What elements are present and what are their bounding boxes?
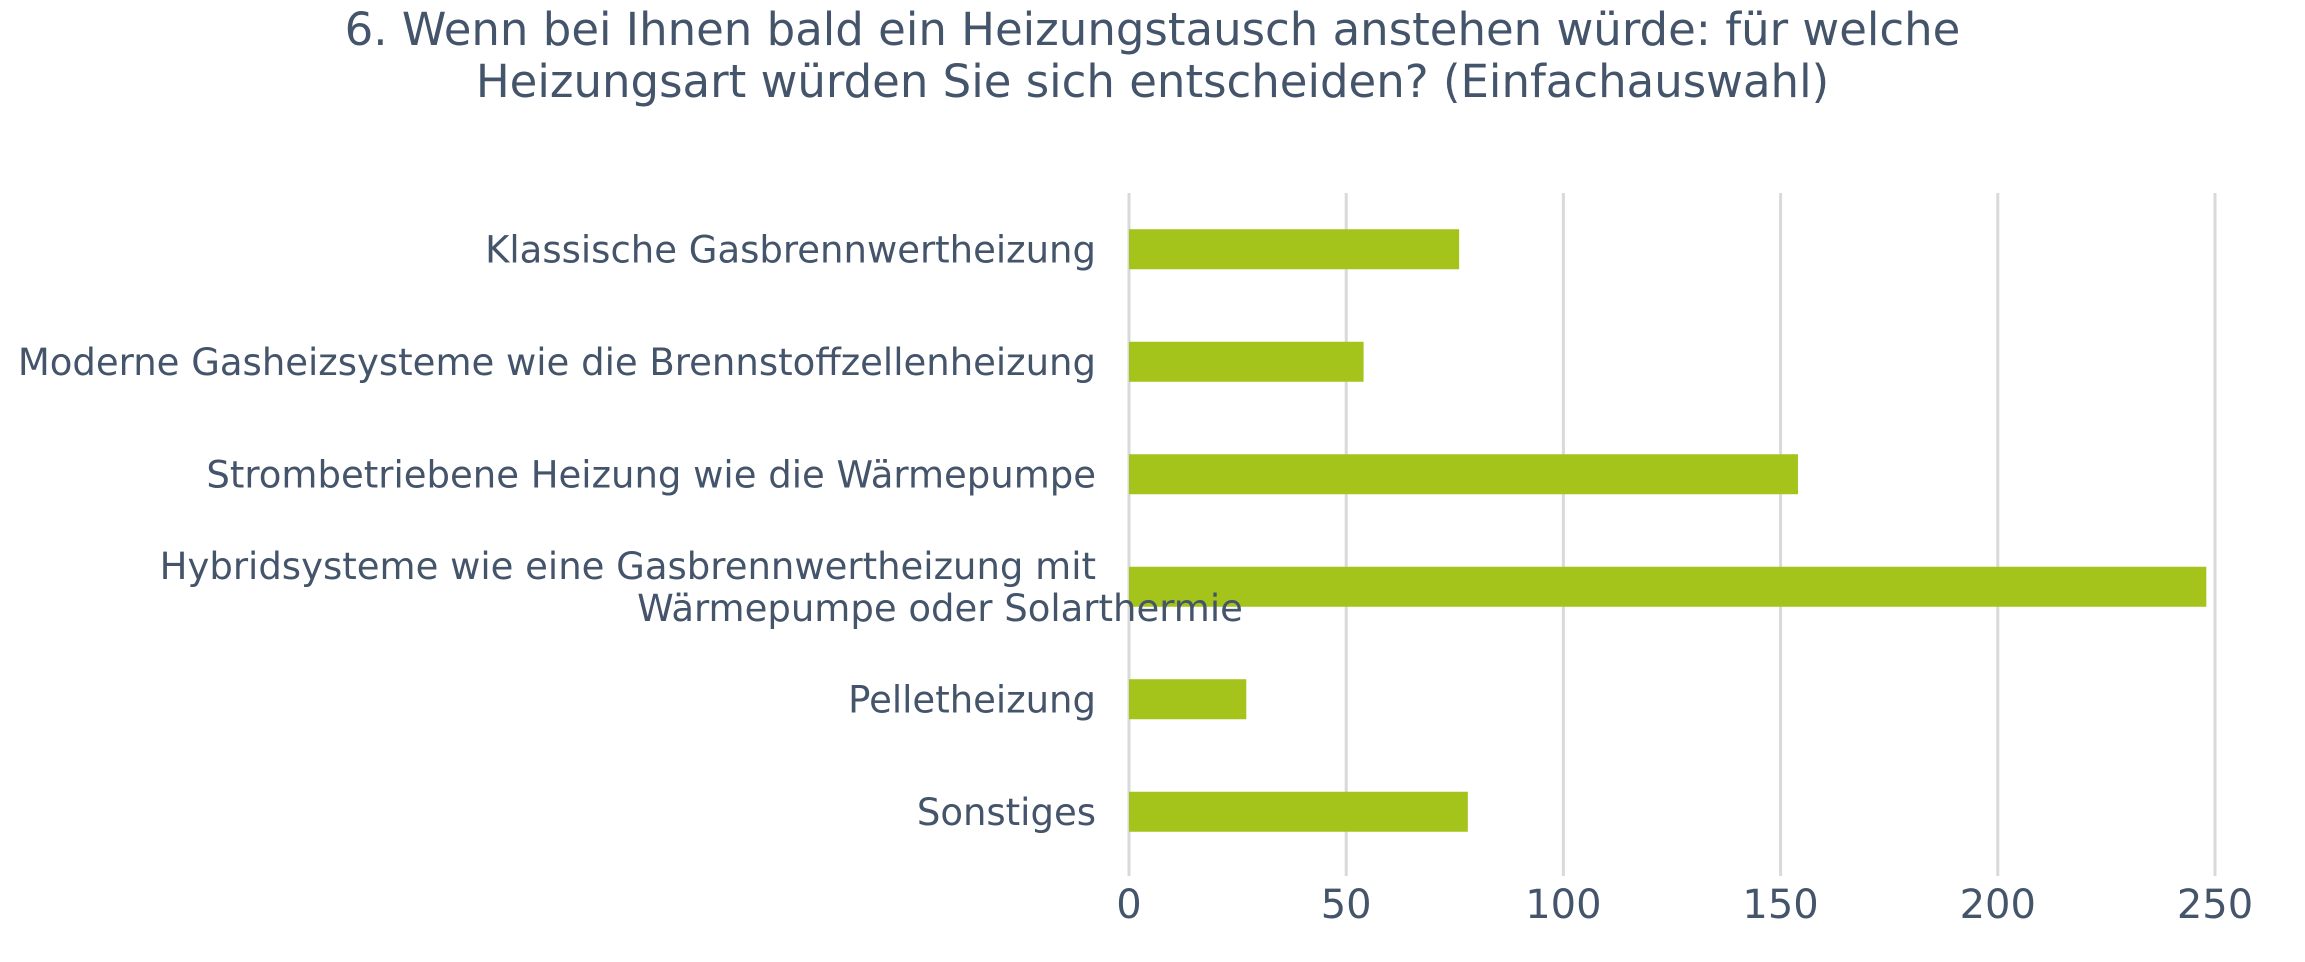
x-axis-tick-labels: 0 50 100 150 200 250 bbox=[1116, 882, 2253, 928]
category-label: Sonstiges bbox=[917, 791, 1096, 834]
x-tick-label: 250 bbox=[2177, 882, 2253, 928]
category-label: Hybridsysteme wie eine Gasbrennwertheizu… bbox=[160, 545, 1243, 630]
x-tick-label: 200 bbox=[1960, 882, 2036, 928]
x-tick-label: 50 bbox=[1321, 882, 1372, 928]
bar bbox=[1129, 454, 1798, 495]
chart-title-line-1: 6. Wenn bei Ihnen bald ein Heizungstausc… bbox=[344, 3, 1961, 56]
category-label-line: Moderne Gasheizsysteme wie die Brennstof… bbox=[18, 341, 1096, 384]
category-label-line: Hybridsysteme wie eine Gasbrennwertheizu… bbox=[160, 545, 1096, 588]
gridlines bbox=[1127, 193, 2217, 876]
category-label-line: Wärmepumpe oder Solarthermie bbox=[637, 587, 1243, 630]
chart-title-line-2: Heizungsart würden Sie sich entscheiden?… bbox=[475, 55, 1830, 108]
category-label-line: Sonstiges bbox=[917, 791, 1096, 834]
chart-title: 6. Wenn bei Ihnen bald ein Heizungstausc… bbox=[0, 4, 2305, 108]
category-label: Pelletheizung bbox=[848, 678, 1096, 721]
bar bbox=[1129, 229, 1460, 270]
category-label: Klassische Gasbrennwertheizung bbox=[485, 228, 1096, 271]
category-label-line: Strombetriebene Heizung wie die Wärmepum… bbox=[206, 453, 1096, 496]
bar bbox=[1129, 679, 1247, 720]
x-tick-label: 100 bbox=[1525, 882, 1601, 928]
bar bbox=[1129, 791, 1468, 832]
category-label-line: Pelletheizung bbox=[848, 678, 1096, 721]
bar bbox=[1129, 566, 2207, 607]
bar bbox=[1129, 341, 1364, 382]
bars bbox=[1129, 229, 2207, 832]
category-label: Moderne Gasheizsysteme wie die Brennstof… bbox=[18, 341, 1096, 384]
category-labels: Klassische Gasbrennwertheizung Moderne Ga… bbox=[18, 228, 1243, 834]
category-label: Strombetriebene Heizung wie die Wärmepum… bbox=[206, 453, 1096, 496]
category-label-line: Klassische Gasbrennwertheizung bbox=[485, 228, 1096, 271]
x-tick-label: 150 bbox=[1742, 882, 1818, 928]
x-tick-label: 0 bbox=[1116, 882, 1141, 928]
